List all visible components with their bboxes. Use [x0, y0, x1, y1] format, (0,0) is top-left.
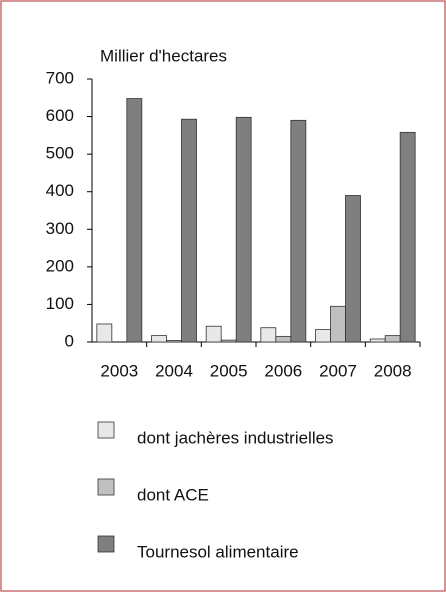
y-tick-label: 500 [46, 144, 74, 163]
legend-swatch [97, 535, 115, 553]
y-tick-label: 300 [46, 219, 74, 238]
legend-label: dont jachères industrielles [137, 428, 334, 447]
x-tick-label: 2005 [210, 361, 248, 380]
y-tick-label: 200 [46, 256, 74, 275]
legend-label: Tournesol alimentaire [137, 542, 299, 561]
bar [220, 339, 237, 343]
bar [260, 327, 277, 343]
bar [235, 116, 252, 343]
bar [399, 131, 416, 343]
bar [275, 335, 292, 343]
bar [151, 335, 167, 343]
bar [126, 98, 143, 343]
bar [330, 305, 346, 343]
bar [384, 335, 401, 343]
y-tick-label: 0 [65, 331, 74, 350]
x-tick-label: 2008 [374, 361, 412, 380]
y-tick-label: 100 [46, 294, 74, 313]
chart-title: Millier d'hectares [100, 46, 227, 65]
bar [181, 118, 197, 343]
bar [345, 195, 361, 343]
bar [315, 329, 331, 343]
legend-swatch [97, 478, 115, 496]
legend-swatch [97, 421, 115, 439]
x-tick-label: 2004 [155, 361, 193, 380]
y-tick-label: 700 [46, 68, 74, 87]
x-tick-label: 2007 [319, 361, 357, 380]
bar [205, 325, 222, 343]
bar [96, 323, 113, 343]
bar [290, 119, 307, 343]
x-tick-label: 2003 [100, 361, 138, 380]
y-tick-label: 600 [46, 106, 74, 125]
bar [166, 340, 182, 343]
x-tick-label: 2006 [264, 361, 302, 380]
legend-label: dont ACE [137, 485, 209, 504]
bar [369, 338, 386, 343]
y-tick-label: 400 [46, 181, 74, 200]
